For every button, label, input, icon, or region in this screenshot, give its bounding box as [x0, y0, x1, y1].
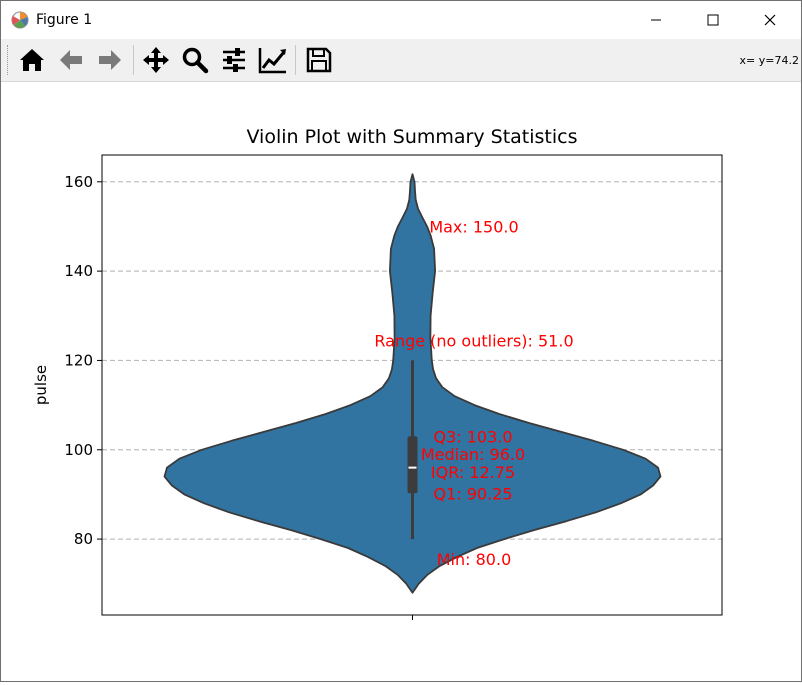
annotation-label: Median: 96.0: [421, 445, 525, 464]
title-bar[interactable]: Figure 1: [1, 1, 801, 39]
window-title: Figure 1: [36, 12, 93, 28]
y-axis-label: pulse: [32, 365, 50, 405]
save-button[interactable]: [303, 44, 335, 76]
configure-subplots-button[interactable]: [218, 44, 250, 76]
floppy-disk-icon: [306, 47, 332, 73]
annotation-label: Max: 150.0: [429, 217, 518, 236]
zoom-button[interactable]: [179, 44, 211, 76]
figure-canvas[interactable]: 80 100 120 140 160 Max: 150.0 Range (no outlie…: [1, 82, 801, 681]
navigation-toolbar: [1, 39, 801, 82]
toolbar-separator: [133, 45, 134, 75]
maximize-button[interactable]: [690, 1, 736, 39]
annotation-label: Min: 80.0: [437, 550, 512, 569]
y-tick-label: 80: [74, 530, 93, 548]
edit-axis-button[interactable]: [257, 44, 289, 76]
maximize-icon: [707, 14, 719, 26]
y-tick-label: 140: [64, 262, 93, 280]
chart-title: Violin Plot with Summary Statistics: [246, 126, 577, 148]
minimize-icon: [651, 19, 661, 21]
y-tick-label: 120: [64, 351, 93, 369]
magnifier-icon: [182, 47, 209, 74]
toolbar-separator: [295, 45, 296, 75]
y-tick-label: 100: [64, 441, 93, 459]
line-chart-icon: [258, 48, 286, 74]
coordinates-readout: x= y=74.2: [739, 54, 799, 67]
close-icon: [764, 14, 776, 26]
annotation-label: IQR: 12.75: [431, 463, 515, 482]
back-button[interactable]: [55, 44, 87, 76]
close-button[interactable]: [747, 1, 793, 39]
arrow-right-icon: [99, 50, 121, 70]
home-icon: [20, 49, 44, 71]
annotation-label: Q3: 103.0: [433, 427, 512, 446]
pan-button[interactable]: [140, 44, 172, 76]
minimize-button[interactable]: [633, 1, 679, 39]
move-icon: [143, 47, 169, 73]
home-button[interactable]: [16, 44, 48, 76]
violin-chart[interactable]: 80 100 120 140 160 Max: 150.0 Range (no outlie…: [1, 82, 801, 681]
forward-button[interactable]: [94, 44, 126, 76]
toolbar-grip[interactable]: [7, 45, 11, 75]
arrow-left-icon: [60, 50, 82, 70]
sliders-icon: [223, 48, 245, 72]
iqr-box: [407, 436, 418, 494]
annotation-label: Q1: 90.25: [433, 484, 512, 503]
annotation-label: Range (no outliers): 51.0: [374, 331, 573, 350]
y-tick-label: 160: [64, 173, 93, 191]
matplotlib-logo-icon: [11, 11, 29, 29]
